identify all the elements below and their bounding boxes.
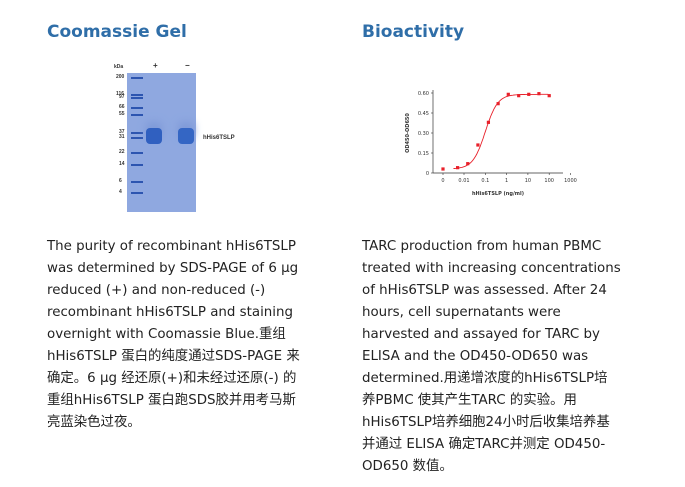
- marker-label: 6: [119, 178, 122, 184]
- data-point: [486, 120, 491, 124]
- marker-label: 37: [119, 129, 125, 135]
- text-line: recombinant hHis6TSLP and staining: [47, 305, 293, 320]
- text-line: 重组hHis6TSLP 蛋白跑SDS胶并用考马斯: [47, 393, 296, 408]
- bioactivity-title: Bioactivity: [362, 22, 465, 42]
- data-point: [476, 143, 480, 147]
- marker-label: 14: [119, 161, 125, 167]
- text-line: 亮蓝染色过夜。: [47, 415, 141, 430]
- marker-band: [131, 114, 143, 116]
- marker-band: [131, 137, 143, 139]
- data-point: [537, 92, 541, 96]
- data-point: [506, 92, 510, 96]
- text-line: treated with increasing concentrations: [362, 261, 621, 276]
- marker-band: [131, 132, 143, 134]
- marker-band: [131, 94, 143, 96]
- marker-label: 66: [119, 104, 125, 110]
- coomassie-gel-title: Coomassie Gel: [47, 22, 187, 42]
- band-nonreduced: [178, 128, 194, 144]
- y-tick-label: 0: [426, 171, 429, 177]
- text-line: reduced (+) and non-reduced (-): [47, 283, 266, 298]
- y-tick-label: 0.45: [418, 111, 429, 117]
- marker-band: [131, 192, 143, 194]
- marker-label: 4: [119, 189, 122, 195]
- marker-label: 116: [116, 91, 125, 97]
- marker-band: [131, 181, 143, 183]
- text-line: 并通过 ELISA 确定TARC并测定 OD450-: [362, 437, 606, 452]
- text-line: hHis6TSLP 蛋白的纯度通过SDS-PAGE 来: [47, 349, 300, 364]
- marker-band: [131, 77, 143, 79]
- y-tick-label: 0.60: [418, 91, 429, 97]
- data-point: [496, 102, 500, 106]
- text-line: determined.用递增浓度的hHis6TSLP培: [362, 371, 608, 386]
- data-point: [455, 166, 460, 170]
- marker-label: 31: [119, 134, 125, 140]
- y-tick-label: 0.15: [418, 151, 429, 157]
- x-tick-label: 0.1: [481, 178, 489, 184]
- marker-label: 97: [119, 94, 125, 100]
- x-tick-label: 100: [544, 178, 554, 184]
- marker-band: [131, 107, 143, 109]
- bioactivity-chart: 0 0.15 0.30 0.45 0.60 0 0.01 0.1 1 10 100 1000 hHis6…: [405, 90, 577, 197]
- band-label: hHis6TSLP: [203, 135, 235, 141]
- text-line: harvested and assayed for TARC by: [362, 327, 600, 342]
- text-line: was determined by SDS-PAGE of 6 µg: [47, 261, 299, 276]
- right-description: TARC production from human PBMC treated w…: [362, 236, 621, 478]
- text-line: The purity of recombinant hHis6TSLP: [47, 239, 296, 254]
- text-line: 确定。6 µg 经还原(+)和未经过还原(-) 的: [47, 371, 297, 386]
- data-point: [547, 94, 551, 98]
- x-tick-label: 10: [525, 178, 531, 184]
- text-line: ELISA and the OD450-OD650 was: [362, 349, 589, 364]
- band-reduced: [146, 128, 162, 144]
- marker-band: [131, 97, 143, 99]
- text-line: hHis6TSLP培养细胞24小时后收集培养基: [362, 415, 610, 430]
- x-tick-label: 0: [441, 178, 444, 184]
- text-line: hours, cell supernatants were: [362, 305, 561, 320]
- text-line: TARC production from human PBMC: [362, 239, 602, 254]
- data-point: [441, 167, 445, 171]
- data-point: [517, 94, 521, 98]
- x-axis-label: hHis6TSLP (ng/ml): [472, 191, 524, 197]
- text-line: OD650 数值。: [362, 459, 453, 474]
- left-description: The purity of recombinant hHis6TSLP was d…: [47, 236, 300, 434]
- x-tick-label: 1: [505, 178, 508, 184]
- x-tick-label: 0.01: [458, 178, 469, 184]
- marker-label: 200: [116, 74, 125, 80]
- text-line: overnight with Coomassie Blue.重组: [47, 327, 286, 342]
- y-tick-label: 0.30: [418, 131, 429, 137]
- text-line: of hHis6TSLP was assessed. After 24: [362, 283, 607, 298]
- kda-label: kDa: [114, 64, 124, 70]
- x-tick-label: 1000: [564, 178, 577, 184]
- fit-curve: [453, 93, 549, 170]
- lane-minus: −: [185, 61, 190, 70]
- gel-image: kDa + − 200 116 97 66 55 37 31 22 14 6 4 hHis6TSLP: [100, 60, 250, 220]
- y-axis-label: OD450-OD650: [405, 113, 411, 153]
- text-line: 养PBMC 使其产生TARC 的实验。用: [362, 393, 577, 408]
- marker-label: 55: [119, 111, 125, 117]
- marker-label: 22: [119, 149, 125, 155]
- marker-band: [131, 164, 143, 166]
- data-point: [466, 162, 470, 166]
- marker-band: [131, 152, 143, 154]
- lane-plus: +: [153, 61, 158, 70]
- data-point: [527, 92, 531, 96]
